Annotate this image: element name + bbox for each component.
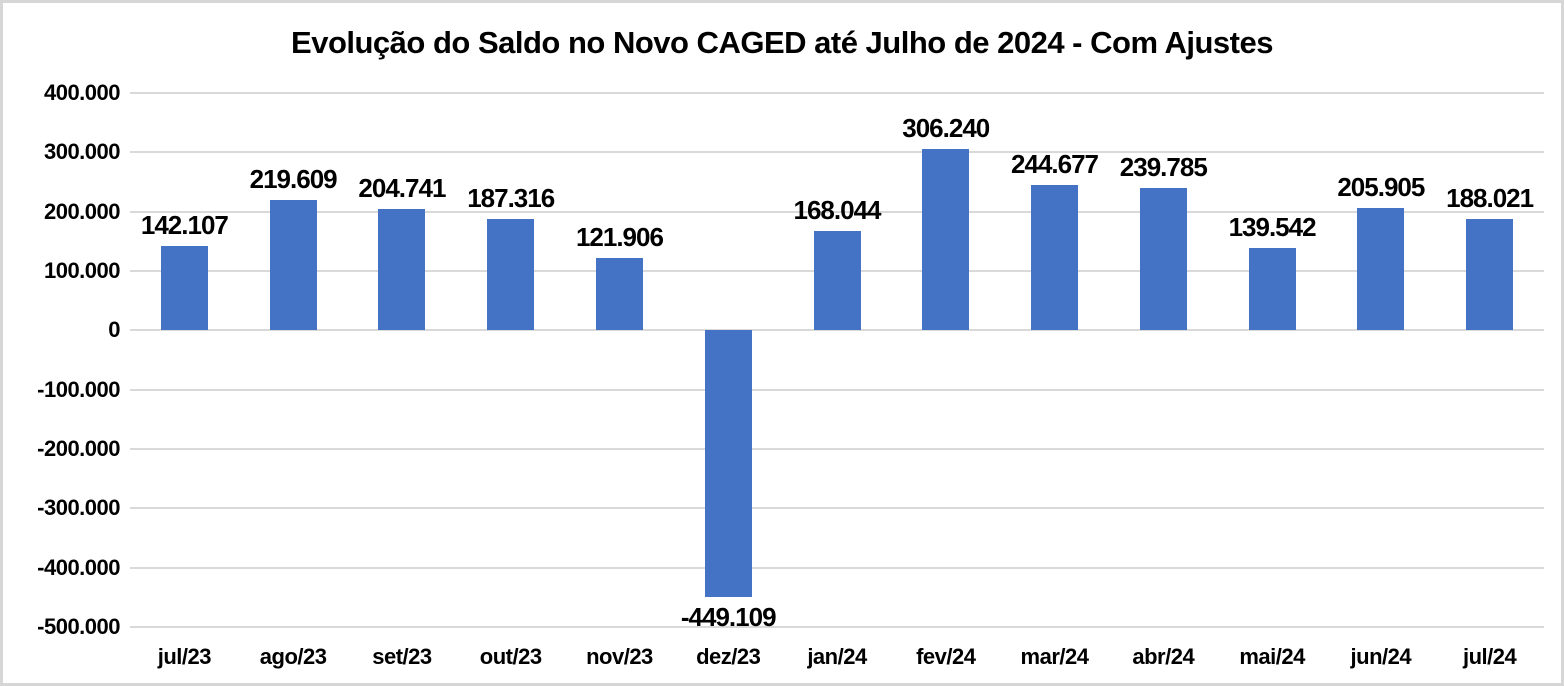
plot-area: 400.000 300.000 200.000 100.000 0 -100.000 -20… bbox=[3, 3, 1561, 683]
data-label: -449.109 bbox=[680, 601, 777, 632]
data-label: 306.240 bbox=[902, 112, 990, 143]
bar-mar-24 bbox=[1031, 185, 1079, 331]
bar-jun-24 bbox=[1357, 208, 1405, 331]
bar-jul-24 bbox=[1466, 218, 1514, 331]
x-axis-tick-label: jul/24 bbox=[1462, 644, 1517, 669]
bar-fev-24 bbox=[922, 148, 970, 331]
data-label: 205.905 bbox=[1337, 172, 1425, 203]
bar-abr-24 bbox=[1139, 188, 1187, 331]
y-axis-tick-label: 300.000 bbox=[43, 139, 121, 165]
data-label: 121.906 bbox=[575, 222, 664, 252]
bar-set-23 bbox=[378, 208, 426, 331]
x-axis-tick-label: dez/23 bbox=[696, 644, 761, 669]
x-axis-tick-label: jul/23 bbox=[157, 644, 212, 669]
gridline bbox=[130, 626, 1544, 628]
data-label: 168.044 bbox=[793, 194, 882, 225]
x-axis-tick-label: abr/24 bbox=[1132, 644, 1195, 669]
gridline bbox=[130, 151, 1544, 154]
bar-dez-23 bbox=[704, 330, 752, 597]
bar-jul-23 bbox=[160, 246, 208, 331]
gridline bbox=[130, 329, 1544, 332]
gridline bbox=[130, 92, 1544, 94]
x-axis-tick-label: jan/24 bbox=[807, 644, 867, 669]
y-axis-tick-label: 100.000 bbox=[43, 258, 121, 283]
gridline bbox=[130, 388, 1544, 391]
chart-title: Evolução do Saldo no Novo CAGED até Julh… bbox=[291, 25, 1273, 60]
data-label: 142.107 bbox=[140, 210, 229, 241]
bar-mai-24 bbox=[1248, 247, 1296, 331]
data-label: 219.609 bbox=[249, 164, 338, 195]
x-axis-tick-label: set/23 bbox=[372, 644, 432, 669]
y-axis-tick-label: 200.000 bbox=[43, 198, 121, 224]
y-axis-tick-label: -100.000 bbox=[37, 376, 120, 402]
data-label: 188.021 bbox=[1446, 182, 1534, 213]
bar-jan-24 bbox=[813, 230, 861, 331]
x-axis-tick-label: fev/24 bbox=[916, 644, 976, 669]
y-axis-tick-label: -400.000 bbox=[37, 554, 120, 580]
y-axis-tick-label: -500.000 bbox=[37, 614, 120, 639]
x-axis-tick-label: jun/24 bbox=[1350, 644, 1412, 669]
gridline bbox=[130, 566, 1544, 569]
data-label: 139.542 bbox=[1228, 211, 1317, 242]
x-axis-tick-label: mar/24 bbox=[1020, 644, 1089, 669]
y-axis-tick-label: -200.000 bbox=[37, 436, 120, 461]
gridline bbox=[130, 210, 1544, 213]
bar-nov-23 bbox=[595, 258, 643, 331]
x-axis-tick-label: ago/23 bbox=[259, 644, 327, 669]
x-axis-tick-label: nov/23 bbox=[586, 644, 653, 669]
bar-out-23 bbox=[487, 219, 535, 331]
data-label: 187.316 bbox=[467, 183, 555, 214]
data-label: 244.677 bbox=[1011, 149, 1099, 180]
y-axis-tick-label: 400.000 bbox=[43, 80, 121, 105]
x-axis-tick-label: mai/24 bbox=[1239, 644, 1305, 669]
gridline bbox=[130, 507, 1544, 510]
bar-ago-23 bbox=[269, 200, 317, 331]
y-axis-tick-label: 0 bbox=[108, 317, 120, 343]
gridline bbox=[130, 448, 1544, 450]
x-axis-tick-label: out/23 bbox=[479, 644, 542, 669]
y-axis-tick-label: -300.000 bbox=[37, 495, 120, 521]
data-label: 239.785 bbox=[1119, 152, 1208, 183]
data-label: 204.741 bbox=[358, 172, 446, 203]
